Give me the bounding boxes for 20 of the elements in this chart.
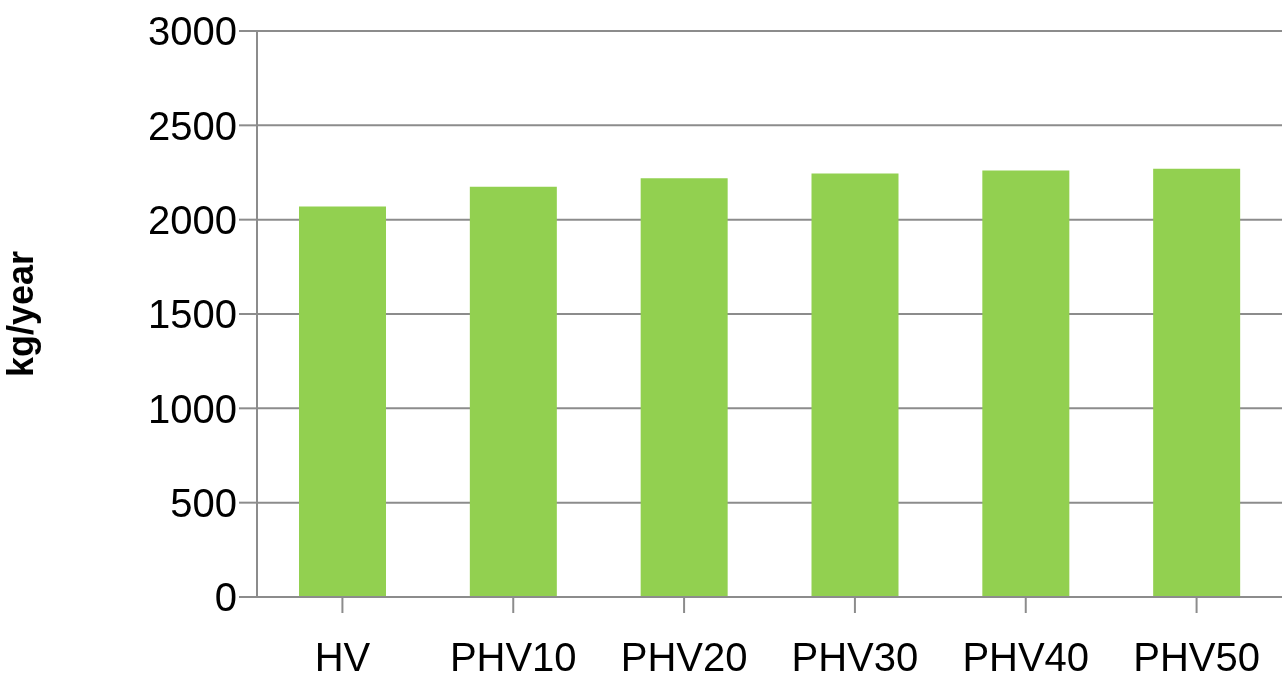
bar — [299, 206, 386, 597]
bar — [811, 173, 899, 597]
x-tick-label: PHV40 — [962, 635, 1090, 680]
y-tick-label: 1000 — [148, 386, 237, 431]
bar — [1153, 168, 1241, 597]
bar — [982, 170, 1070, 597]
y-tick-label: 3000 — [148, 9, 237, 54]
y-tick-label: 2500 — [148, 103, 237, 148]
bar — [640, 178, 728, 597]
x-tick-label: PHV50 — [1133, 635, 1260, 680]
y-tick-label: 0 — [214, 575, 237, 620]
x-tick-label: HV — [314, 635, 371, 680]
y-tick-label: 2000 — [148, 197, 237, 242]
y-tick-label: 500 — [170, 480, 237, 525]
x-tick-label: PHV20 — [620, 635, 748, 680]
x-tick-label: PHV30 — [791, 635, 919, 680]
x-tick-label: PHV10 — [449, 635, 577, 680]
y-axis-title: kg/year — [0, 250, 41, 378]
bar — [469, 186, 557, 597]
y-tick-label: 1500 — [148, 292, 237, 337]
